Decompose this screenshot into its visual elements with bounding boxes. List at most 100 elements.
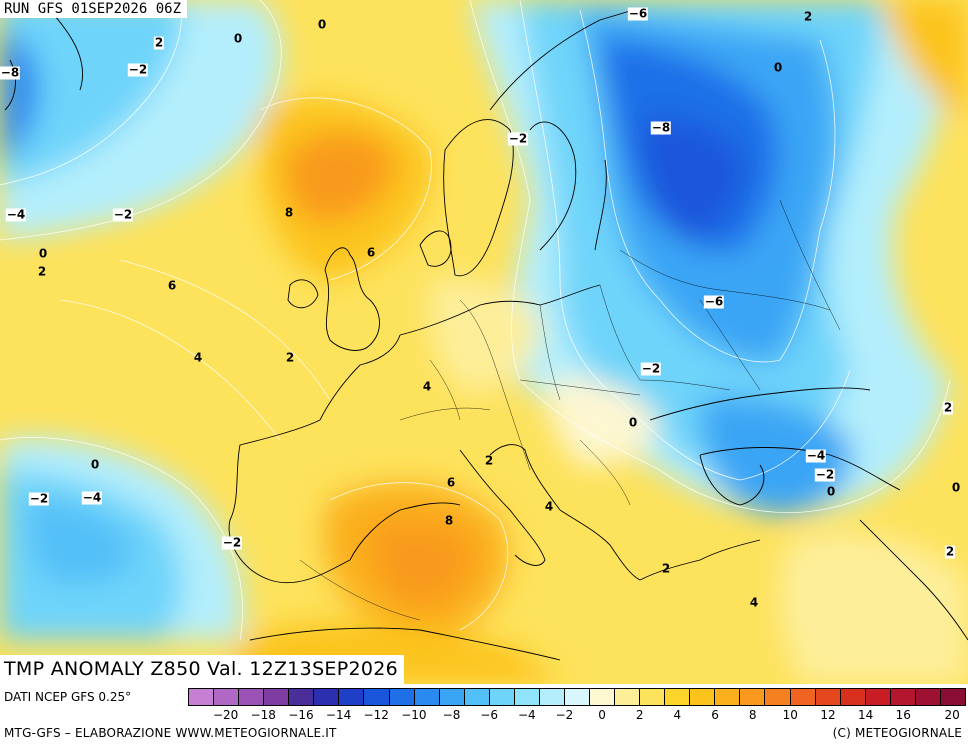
map-title: TMP ANOMALY Z850 Val. 12Z13SEP2026	[0, 655, 405, 684]
contour-label: 2	[942, 400, 954, 415]
color-scale-swatch	[339, 689, 365, 705]
color-scale-tick-label: −14	[325, 708, 352, 722]
contour-label: −4	[81, 490, 103, 505]
contour-label: −2	[814, 467, 836, 482]
color-scale-swatch	[239, 689, 265, 705]
color-scale-swatch	[364, 689, 390, 705]
color-scale-tick-label: 16	[895, 708, 911, 722]
color-scale-swatch	[314, 689, 340, 705]
country-borders	[299, 199, 841, 621]
contour-label: −8	[0, 65, 21, 80]
contour-label: 0	[951, 480, 961, 495]
contour-label: 2	[285, 350, 295, 365]
contour-label: 0	[773, 60, 783, 75]
color-scale-swatch	[640, 689, 666, 705]
color-scale-swatch	[740, 689, 766, 705]
contour-label: 4	[544, 499, 554, 514]
color-scale-swatch	[564, 689, 590, 705]
color-scale-swatch	[765, 689, 791, 705]
color-scale-tick-label: 4	[673, 708, 682, 722]
contour-label: −2	[221, 535, 243, 550]
contour-label: 0	[628, 415, 638, 430]
contour-label: −2	[28, 491, 50, 506]
temperature-anomaly-map	[0, 0, 968, 684]
color-scale-swatch	[539, 689, 565, 705]
color-scale-tick-label: 20	[944, 708, 960, 722]
color-scale-tick-label: 2	[635, 708, 644, 722]
color-scale-tick-label: −8	[442, 708, 461, 722]
color-scale-bar	[188, 688, 966, 706]
color-scale-swatch	[915, 689, 941, 705]
contour-label: 8	[444, 513, 454, 528]
color-scale-tick-label: −10	[401, 708, 427, 722]
color-scale-tick-label: 6	[711, 708, 719, 722]
model-run-label: RUN GFS 01SEP2026 06Z	[0, 0, 188, 18]
color-scale-swatch	[790, 689, 816, 705]
color-scale-tick-label: −16	[288, 708, 314, 722]
contour-label: −4	[5, 207, 27, 222]
contour-label: −6	[703, 294, 725, 309]
color-scale-tick-label: −2	[555, 708, 574, 722]
data-source-label: DATI NCEP GFS 0.25°	[4, 690, 132, 704]
copyright-label: (C) METEOGIORNALE	[832, 726, 962, 740]
contour-label: −2	[640, 361, 662, 376]
contour-label: 4	[749, 595, 759, 610]
contour-label: 8	[284, 205, 294, 220]
color-scale-swatch	[665, 689, 691, 705]
color-scale-swatch	[890, 689, 916, 705]
color-scale-tick-label: −6	[480, 708, 499, 722]
credit-label: MTG-GFS – ELABORAZIONE WWW.METEOGIORNALE…	[4, 726, 337, 740]
color-scale-swatch	[865, 689, 891, 705]
contour-label: 0	[317, 17, 327, 32]
contour-label: 6	[167, 278, 177, 293]
contour-label: −2	[127, 62, 149, 77]
contour-label: 4	[193, 350, 203, 365]
isotherm-lines	[0, 0, 951, 641]
color-scale-tick-label: −18	[250, 708, 276, 722]
color-scale-swatch	[439, 689, 465, 705]
contour-label: 2	[484, 453, 494, 468]
color-scale-swatch	[840, 689, 866, 705]
color-scale-swatch	[389, 689, 415, 705]
contour-label: 6	[446, 475, 456, 490]
color-scale-swatch	[289, 689, 315, 705]
color-scale-swatch	[615, 689, 641, 705]
color-scale-swatch	[414, 689, 440, 705]
contour-label: 4	[422, 379, 432, 394]
color-scale-swatch	[690, 689, 716, 705]
color-scale-tick-label: 8	[748, 708, 757, 722]
color-scale-tick-label: 14	[857, 708, 874, 722]
color-scale-swatch	[264, 689, 290, 705]
color-scale-tick-label: −4	[517, 708, 536, 722]
color-scale-tick-label: 10	[782, 708, 798, 722]
contour-label: −2	[507, 131, 529, 146]
color-scale-tick-label: 12	[820, 708, 836, 722]
coastlines	[4, 0, 968, 661]
color-scale-tick-label: −20	[212, 708, 239, 722]
color-scale-tick-label: 0	[598, 708, 606, 722]
contour-label: 6	[366, 245, 376, 260]
color-scale-tick-label: −12	[363, 708, 389, 722]
color-scale-swatch	[815, 689, 841, 705]
contour-label: 2	[803, 9, 813, 24]
anomaly-shading	[0, 0, 968, 684]
color-scale-swatch	[940, 689, 965, 705]
contour-label: 2	[661, 561, 671, 576]
contour-label: 0	[38, 246, 48, 261]
contour-label: 0	[90, 457, 100, 472]
color-scale-swatch	[189, 689, 215, 705]
contour-label: −4	[805, 448, 827, 463]
color-scale-swatch	[464, 689, 490, 705]
contour-label: 2	[944, 544, 956, 559]
contour-label: 2	[153, 35, 165, 50]
contour-label: −8	[650, 120, 672, 135]
color-scale-swatch	[214, 689, 240, 705]
contour-label: 2	[37, 264, 47, 279]
color-scale-swatch	[514, 689, 540, 705]
contour-label: −2	[112, 207, 134, 222]
color-scale-swatch	[715, 689, 741, 705]
contour-label: 0	[826, 484, 836, 499]
contour-label: −6	[627, 6, 649, 21]
contour-label: 0	[233, 31, 243, 46]
